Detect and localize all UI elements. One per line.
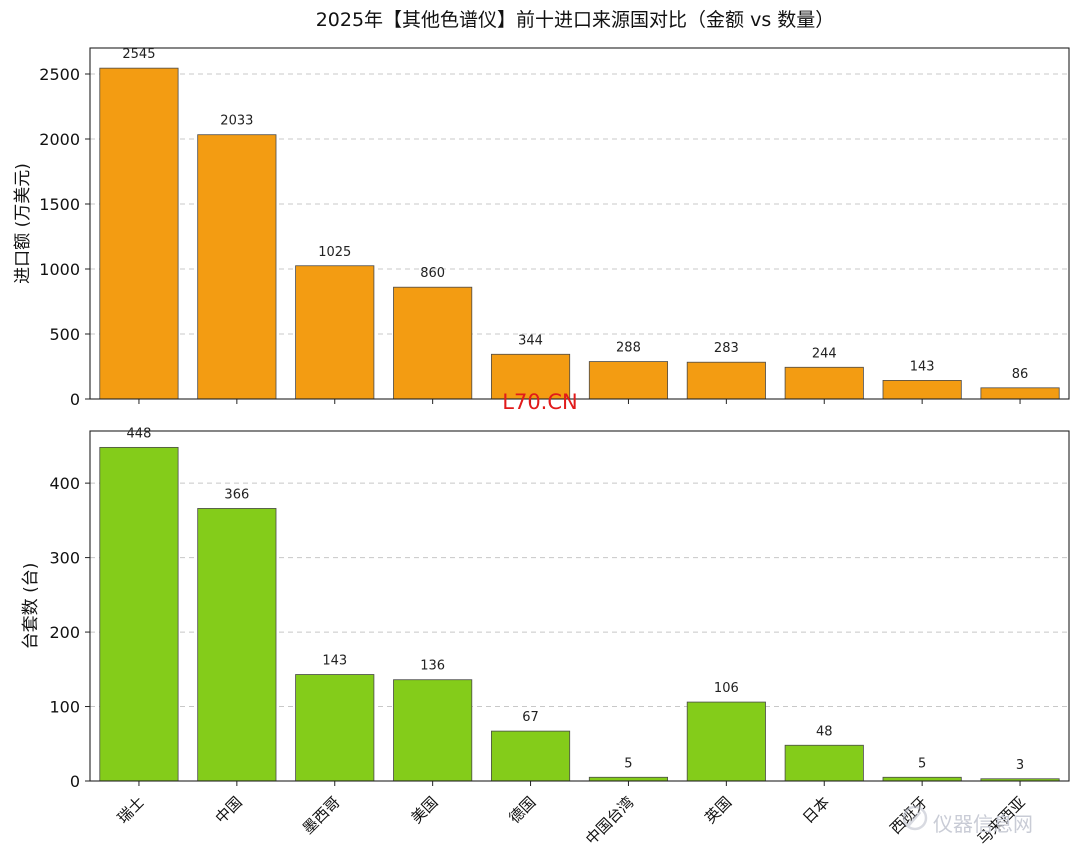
count-ytick-label: 300	[49, 549, 80, 568]
category-label: 墨西哥	[299, 793, 344, 838]
count-value-label: 3	[1016, 758, 1024, 773]
category-label: 中国	[212, 793, 246, 827]
count-ytick-label: 100	[49, 698, 80, 717]
amount-bar	[393, 286, 473, 400]
amount-ytick-label: 2500	[39, 65, 80, 84]
count-value-label: 5	[624, 756, 632, 771]
category-label: 英国	[701, 793, 735, 827]
watermark-text: L70.CN	[502, 390, 577, 414]
amount-ytick-label: 500	[49, 325, 80, 344]
count-ytick-label: 200	[49, 623, 80, 642]
amount-bar	[295, 265, 375, 400]
amount-bar	[99, 67, 179, 400]
amount-value-label: 244	[812, 346, 837, 361]
count-bar	[686, 701, 766, 782]
count-value-label: 366	[224, 487, 249, 502]
count-value-label: 106	[714, 681, 739, 696]
amount-ytick-label: 1500	[39, 195, 80, 214]
category-label: 德国	[505, 793, 539, 827]
amount-value-label: 288	[616, 341, 641, 356]
amount-bar	[197, 134, 277, 400]
category-label: 中国台湾	[582, 793, 637, 848]
amount-value-label: 1025	[318, 245, 351, 260]
amount-ytick-label: 0	[70, 390, 80, 409]
category-label: 美国	[408, 793, 442, 827]
amount-value-label: 344	[518, 333, 543, 348]
amount-value-label: 860	[420, 266, 445, 281]
site-logo: 仪器信息网	[902, 805, 1033, 836]
amount-value-label: 86	[1012, 367, 1029, 382]
category-label: 瑞士	[114, 793, 148, 827]
count-bar	[393, 679, 473, 782]
count-value-label: 136	[420, 659, 445, 674]
amount-plot-frame	[89, 47, 1070, 400]
amount-y-axis-label: 进口额 (万美元)	[13, 163, 33, 284]
logo-icon	[902, 805, 928, 831]
count-bar	[882, 776, 962, 782]
amount-bar	[980, 387, 1060, 400]
count-panel: 0 100 200 300 400 448 366 143 136 67 5 106 48 5 3 台套数 (…	[21, 426, 1070, 848]
count-plot-frame	[89, 430, 1070, 782]
category-label: 日本	[799, 793, 833, 827]
count-value-label: 5	[918, 756, 926, 771]
count-value-label: 48	[816, 724, 833, 739]
chart-title: 2025年【其他色谱仪】前十进口来源国对比（金额 vs 数量）	[316, 9, 835, 31]
amount-value-label: 2033	[220, 114, 253, 129]
amount-value-label: 2545	[122, 47, 155, 62]
count-value-label: 67	[522, 710, 539, 725]
amount-ytick-label: 2000	[39, 130, 80, 149]
count-bar	[490, 730, 571, 782]
count-y-axis-label: 台套数 (台)	[21, 563, 41, 650]
amount-ytick-label: 1000	[39, 260, 80, 279]
amount-bar	[686, 361, 766, 400]
amount-bar	[588, 361, 669, 400]
category-label: 西班牙	[886, 793, 931, 838]
logo-text: 仪器信息网	[933, 812, 1033, 836]
amount-value-label: 143	[910, 359, 935, 374]
count-bar	[295, 674, 375, 782]
amount-bar	[784, 366, 864, 400]
count-ytick-label: 0	[70, 772, 80, 791]
amount-bar	[882, 380, 962, 400]
count-bar	[99, 446, 179, 782]
count-value-label: 143	[322, 654, 347, 669]
count-bar	[197, 508, 277, 782]
count-bar	[588, 776, 669, 782]
count-bar	[784, 744, 864, 782]
amount-value-label: 283	[714, 341, 739, 356]
amount-panel: 0 500 1000 1500 2000 2500 2545 2033 1025 860 344 28…	[13, 47, 1070, 409]
count-value-label: 448	[127, 426, 152, 441]
count-ytick-label: 400	[49, 474, 80, 493]
